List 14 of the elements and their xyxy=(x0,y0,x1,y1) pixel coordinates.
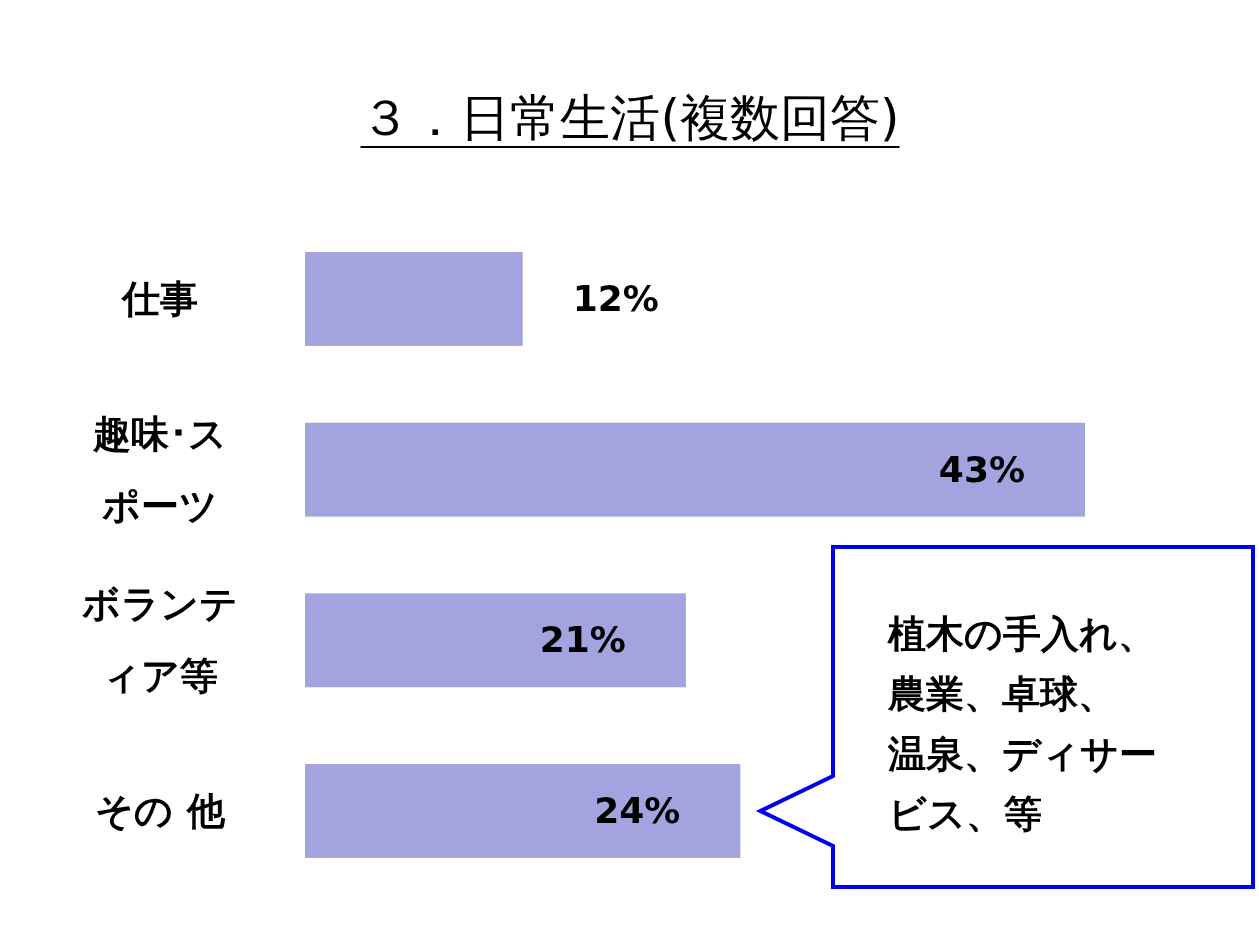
bar xyxy=(305,764,741,858)
y-tick-label: その 他 xyxy=(95,789,226,833)
y-tick-label: 趣味･スポーツ xyxy=(92,411,227,528)
y-tick-label: 仕事 xyxy=(120,277,198,321)
data-label: 24% xyxy=(594,790,681,831)
bar xyxy=(305,252,523,346)
chart-title: ３．日常生活(複数回答) xyxy=(360,89,900,147)
y-tick-label: ボランティア等 xyxy=(82,582,238,699)
data-label: 43% xyxy=(938,448,1025,490)
data-label: 21% xyxy=(539,619,626,661)
annotation: 植木の手入れ、農業、卓球、温泉、ディサービス、等 xyxy=(887,612,1157,836)
data-label: 12% xyxy=(572,278,659,319)
bar xyxy=(305,593,686,688)
bar xyxy=(305,422,1085,517)
